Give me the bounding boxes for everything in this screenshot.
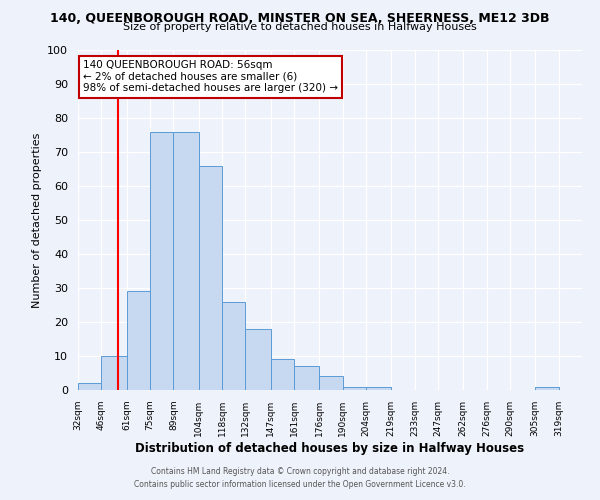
Bar [173, 132, 199, 390]
Text: Size of property relative to detached houses in Halfway Houses: Size of property relative to detached ho… [123, 22, 477, 32]
Bar [199, 166, 222, 390]
Bar [101, 356, 127, 390]
X-axis label: Distribution of detached houses by size in Halfway Houses: Distribution of detached houses by size … [136, 442, 524, 454]
Bar [535, 386, 559, 390]
Bar [319, 376, 343, 390]
Bar [294, 366, 319, 390]
Bar [366, 386, 391, 390]
Bar [343, 386, 366, 390]
Bar [245, 329, 271, 390]
Bar [222, 302, 245, 390]
Bar [150, 132, 173, 390]
Bar [78, 383, 101, 390]
Text: Contains HM Land Registry data © Crown copyright and database right 2024.
Contai: Contains HM Land Registry data © Crown c… [134, 468, 466, 489]
Text: 140, QUEENBOROUGH ROAD, MINSTER ON SEA, SHEERNESS, ME12 3DB: 140, QUEENBOROUGH ROAD, MINSTER ON SEA, … [50, 12, 550, 26]
Y-axis label: Number of detached properties: Number of detached properties [32, 132, 42, 308]
Bar [127, 292, 150, 390]
Text: 140 QUEENBOROUGH ROAD: 56sqm
← 2% of detached houses are smaller (6)
98% of semi: 140 QUEENBOROUGH ROAD: 56sqm ← 2% of det… [83, 60, 338, 94]
Bar [271, 360, 294, 390]
